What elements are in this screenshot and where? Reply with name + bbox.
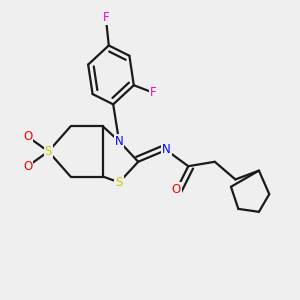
Text: S: S: [45, 145, 52, 158]
Text: N: N: [115, 135, 124, 148]
Text: S: S: [116, 176, 123, 189]
Text: N: N: [162, 143, 171, 157]
Text: O: O: [172, 183, 181, 196]
Text: F: F: [150, 86, 156, 99]
Text: O: O: [23, 160, 32, 173]
Text: O: O: [23, 130, 32, 143]
Text: F: F: [103, 11, 109, 24]
